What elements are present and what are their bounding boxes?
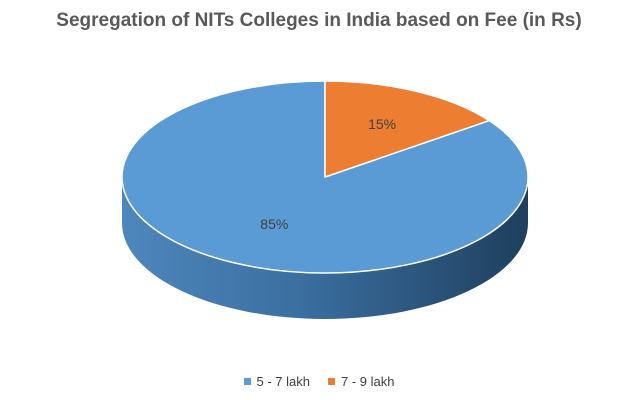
legend-item[interactable]: 5 - 7 lakh bbox=[243, 374, 310, 389]
legend-label: 7 - 9 lakh bbox=[341, 374, 395, 389]
data-label-1: 15% bbox=[368, 116, 396, 132]
pie-side-0 bbox=[122, 177, 528, 319]
pie-chart: 85% 15% bbox=[121, 80, 529, 319]
data-label-0: 85% bbox=[260, 216, 288, 232]
pie-slice-1[interactable] bbox=[324, 80, 490, 178]
legend-item[interactable]: 7 - 9 lakh bbox=[328, 374, 394, 389]
chart-title: Segregation of NITs Colleges in India ba… bbox=[56, 10, 582, 31]
legend-label: 5 - 7 lakh bbox=[256, 374, 310, 389]
legend: 5 - 7 lakh 7 - 9 lakh bbox=[0, 374, 638, 389]
legend-swatch-icon bbox=[328, 378, 335, 385]
legend-swatch-icon bbox=[243, 378, 251, 385]
